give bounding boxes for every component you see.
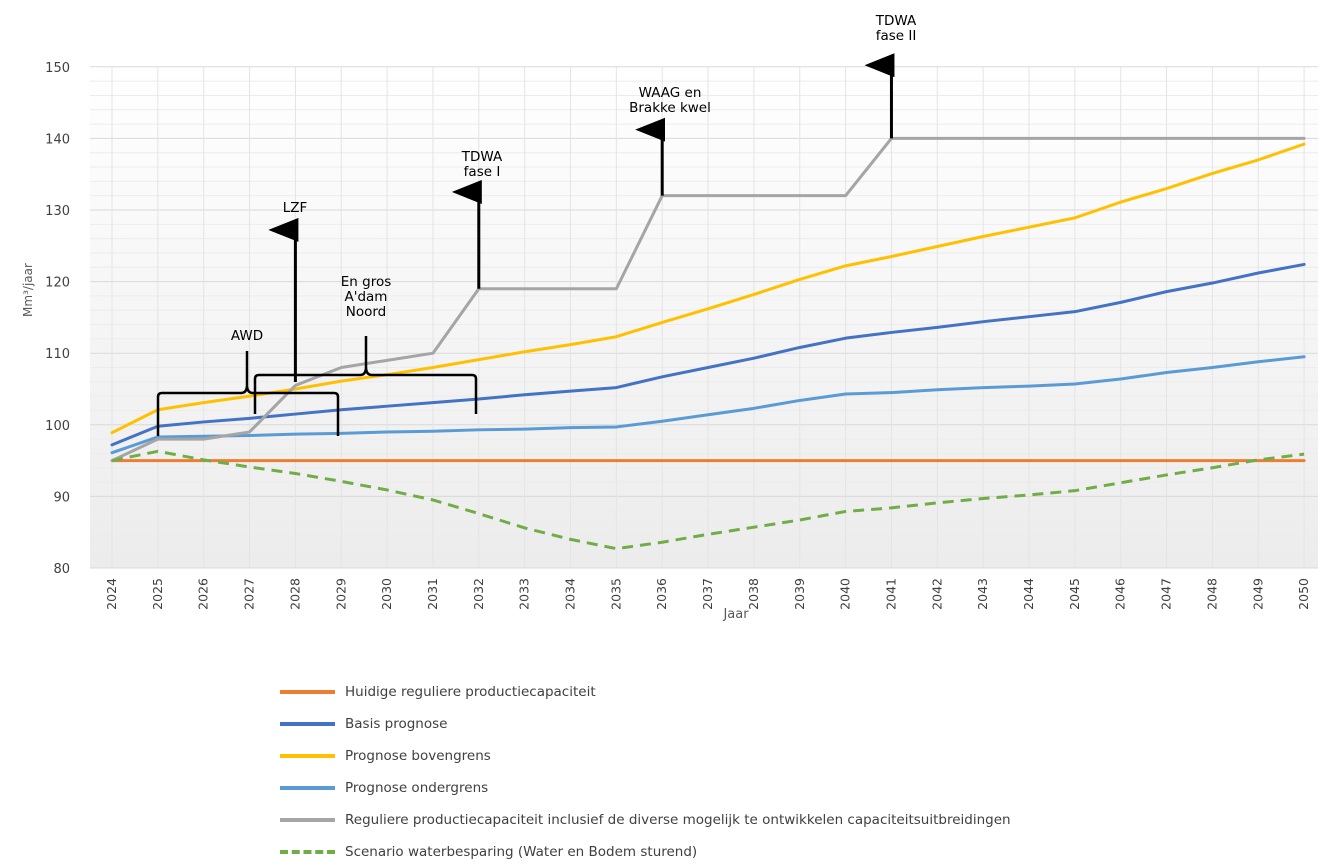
x-tick-label: 2033 [517,578,532,610]
legend-label: Prognose ondergrens [345,780,489,796]
x-tick-label: 2025 [150,578,165,610]
legend-item: Prognose ondergrens [280,772,1011,804]
x-tick-label: 2050 [1296,578,1311,610]
x-tick-label: 2045 [1067,578,1082,610]
y-tick-label: 150 [45,61,70,76]
legend-label: Prognose bovengrens [345,748,491,764]
x-tick-label: 2038 [746,578,761,610]
annotation-braces [156,336,478,436]
y-tick-label: 110 [45,347,70,362]
x-tick-label: 2039 [792,578,807,610]
x-tick-label: 2024 [104,578,119,610]
x-tick-label: 2027 [242,578,257,610]
annotation-label: WAAG en Brakke kwel [629,85,711,116]
brace [156,351,340,436]
x-tick-label: 2037 [700,578,715,610]
y-tick-label: 100 [45,419,70,434]
x-tick-label: 2029 [333,578,348,610]
legend-swatch [280,690,335,694]
x-tick-label: 2030 [379,578,394,610]
x-tick-label: 2042 [929,578,944,610]
x-tick-label: 2028 [287,578,302,610]
legend-item: Prognose bovengrens [280,740,1011,772]
x-tick-label: 2040 [838,578,853,610]
x-tick-label: 2041 [883,578,898,610]
legend-swatch [280,722,335,726]
x-tick-label: 2044 [1021,578,1036,610]
y-tick-label: 140 [45,132,70,147]
y-axis-ticks: 80 90 100 110 120 130 140 150 [45,61,70,577]
legend-item: Scenario waterbesparing (Water en Bodem … [280,836,1011,868]
legend-label: Reguliere productiecapaciteit inclusief … [345,812,1011,828]
gridlines [90,66,1318,569]
legend-item: Reguliere productiecapaciteit inclusief … [280,804,1011,836]
x-tick-label: 2036 [654,578,669,610]
x-tick-label: 2031 [425,578,440,610]
series-line-2 [110,142,1306,435]
legend-item: Huidige reguliere productiecapaciteit [280,676,1011,708]
series-line-5 [111,449,1305,551]
annotation-label: TDWA fase II [875,13,917,44]
x-tick-label: 2035 [608,578,623,610]
x-tick-label: 2034 [563,578,578,610]
y-tick-label: 120 [45,276,70,291]
x-tick-label: 2046 [1113,578,1128,610]
legend-swatch [280,818,335,822]
annotations: AWD LZF En gros A'dam Noord TDWA fase I WAAG en… [231,13,917,382]
series-lines [110,136,1306,551]
plot-area [90,66,1318,569]
x-tick-label: 2026 [196,578,211,610]
x-tick-label: 2043 [975,578,990,610]
annotation-label: TDWA fase I [461,149,503,180]
x-axis-label: Jaar [722,607,749,622]
legend-item: Basis prognose [280,708,1011,740]
x-tick-label: 2047 [1159,578,1174,610]
series-line-1 [110,262,1306,447]
annotation-label: AWD [231,328,263,344]
y-tick-label: 90 [53,490,70,505]
legend-swatch [280,786,335,790]
x-axis-ticks: 2024 2025 2026 2027 2028 2029 2030 2031 2032 2033… [104,578,1311,610]
annotation-label: LZF [283,200,308,216]
series-line-4 [110,136,1306,463]
annotation-label: En gros A'dam Noord [341,274,392,320]
brace [253,336,478,414]
x-tick-label: 2032 [471,578,486,610]
legend-swatch [280,850,335,854]
legend-swatch [280,754,335,758]
y-tick-label: 130 [45,204,70,219]
series-line-3 [110,355,1306,455]
x-tick-label: 2048 [1204,578,1219,610]
y-tick-label: 80 [53,562,70,577]
y-axis-label: Mm³/jaar [21,263,35,317]
legend-label: Huidige reguliere productiecapaciteit [345,684,596,700]
legend: Huidige reguliere productiecapaciteit Bas… [280,676,1011,868]
legend-label: Scenario waterbesparing (Water en Bodem … [345,844,698,860]
legend-label: Basis prognose [345,716,448,732]
x-tick-label: 2049 [1250,578,1265,610]
